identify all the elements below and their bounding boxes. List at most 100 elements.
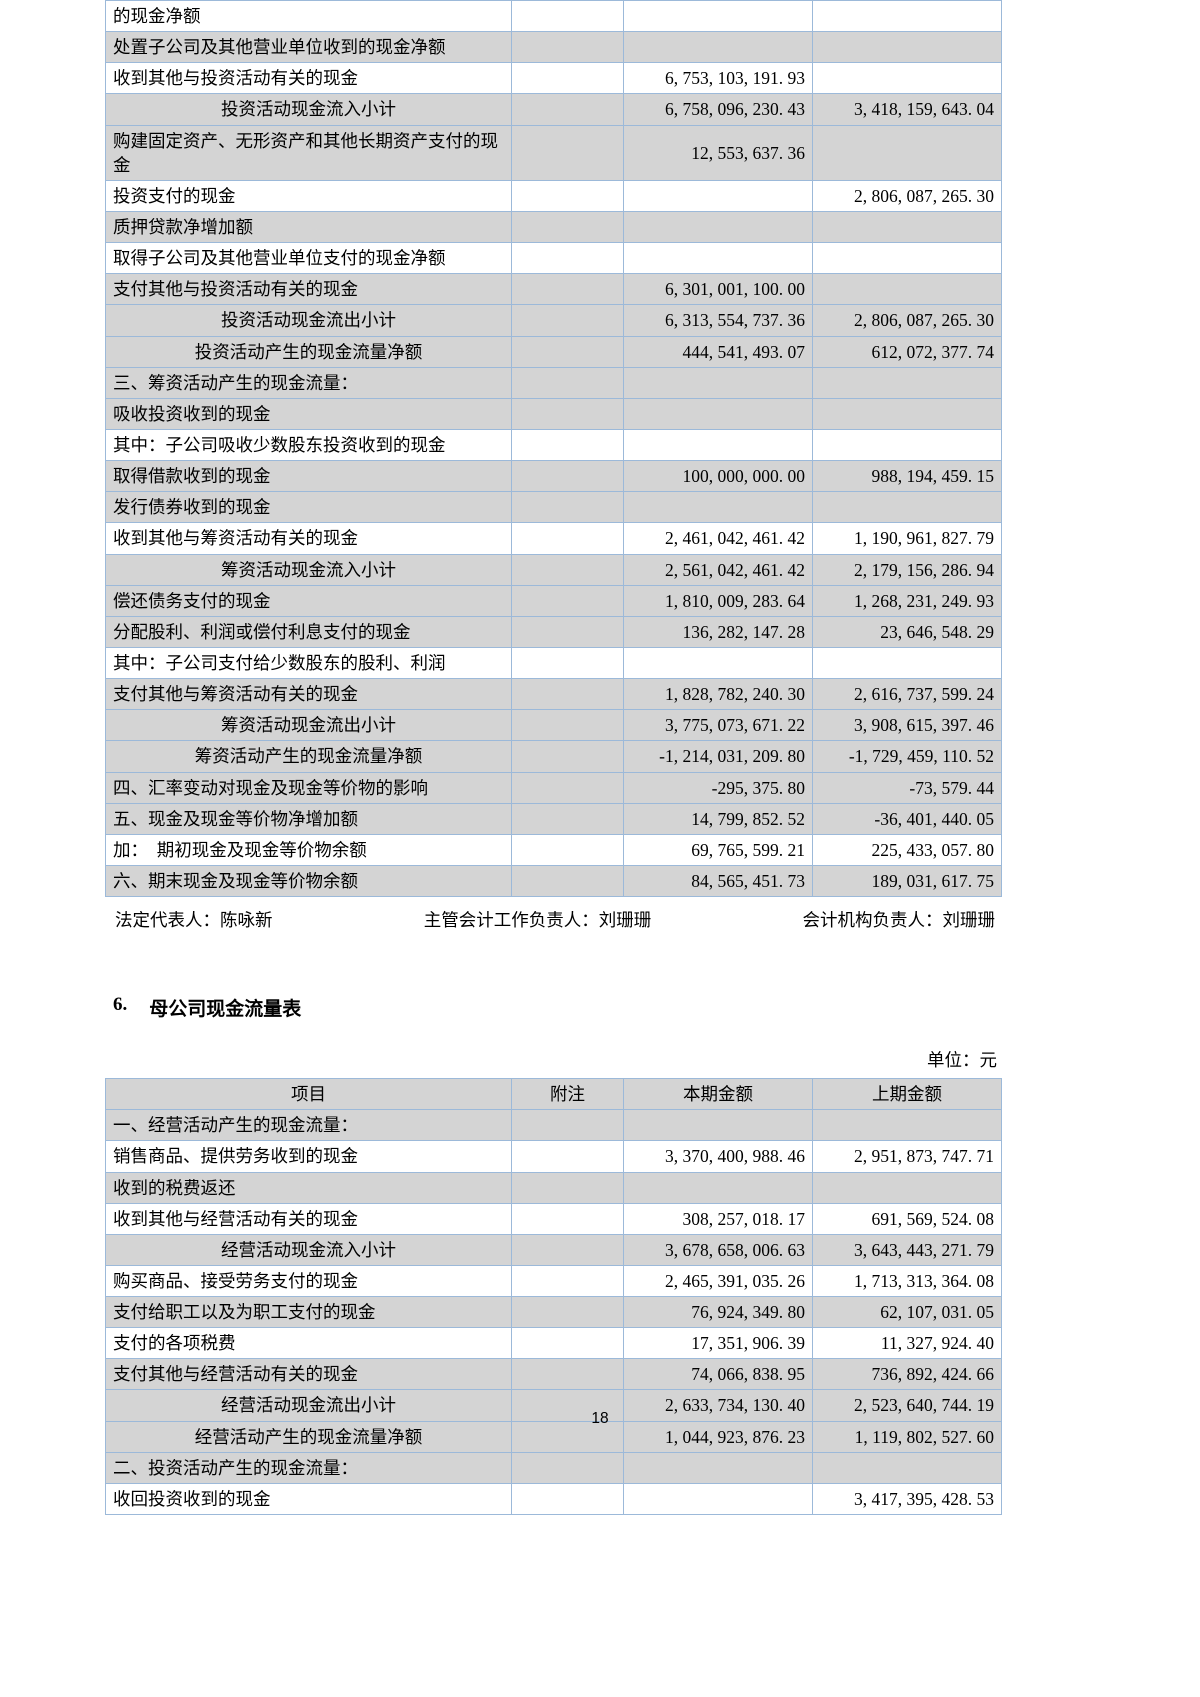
row-item-label: 投资活动产生的现金流量净额 bbox=[105, 335, 512, 368]
row-current-amount bbox=[623, 1482, 813, 1516]
row-note-cell bbox=[511, 678, 624, 711]
legal-representative: 法定代表人：陈咏新 bbox=[115, 910, 273, 931]
column-header-item: 项目 bbox=[105, 1078, 512, 1111]
row-current-amount: 3, 370, 400, 988. 46 bbox=[623, 1140, 813, 1173]
table-row: 筹资活动产生的现金流量净额 -1, 214, 031, 209. 80 -1, 72… bbox=[105, 740, 1002, 773]
row-note-cell bbox=[511, 1264, 624, 1298]
row-item-label: 购买商品、接受劳务支付的现金 bbox=[105, 1264, 512, 1298]
row-item-label: 支付给职工以及为职工支付的现金 bbox=[105, 1296, 512, 1329]
row-previous-amount: 2, 179, 156, 286. 94 bbox=[812, 553, 1002, 586]
row-note-cell bbox=[511, 709, 624, 742]
row-item-label: 筹资活动产生的现金流量净额 bbox=[105, 740, 512, 773]
row-item-label: 三、筹资活动产生的现金流量： bbox=[105, 366, 512, 399]
row-note-cell bbox=[511, 646, 624, 680]
table-row: 收到其他与筹资活动有关的现金 2, 461, 042, 461. 42 1, 190… bbox=[105, 522, 1002, 555]
row-item-label: 收到其他与筹资活动有关的现金 bbox=[105, 522, 512, 555]
row-previous-amount: 23, 646, 548. 29 bbox=[812, 615, 1002, 648]
row-previous-amount: 2, 806, 087, 265. 30 bbox=[812, 179, 1002, 212]
row-item-label: 支付其他与投资活动有关的现金 bbox=[105, 273, 512, 306]
row-current-amount: 2, 633, 734, 130. 40 bbox=[623, 1389, 813, 1422]
row-current-amount bbox=[623, 1109, 813, 1142]
row-current-amount bbox=[623, 491, 813, 524]
row-item-label: 经营活动产生的现金流量净额 bbox=[105, 1420, 512, 1453]
row-note-cell bbox=[511, 1171, 624, 1204]
row-note-cell bbox=[511, 771, 624, 804]
row-note-cell bbox=[511, 864, 624, 898]
row-previous-amount: 189, 031, 617. 75 bbox=[812, 864, 1002, 898]
table-row: 三、筹资活动产生的现金流量： bbox=[105, 366, 1002, 399]
row-current-amount bbox=[623, 242, 813, 275]
row-previous-amount: -73, 579. 44 bbox=[812, 771, 1002, 804]
accounting-institution-officer: 会计机构负责人：刘珊珊 bbox=[802, 910, 996, 931]
row-previous-amount bbox=[812, 428, 1002, 462]
row-current-amount bbox=[623, 397, 813, 430]
parent-company-cashflow-table: 项目 附注 本期金额 上期金额 一、经营活动产生的现金流量： 销售商品、提供劳务收到的现… bbox=[105, 1078, 1002, 1516]
table-row: 取得子公司及其他营业单位支付的现金净额 bbox=[105, 242, 1002, 275]
row-note-cell bbox=[511, 397, 624, 430]
row-current-amount: 6, 313, 554, 737. 36 bbox=[623, 304, 813, 337]
section-number: 6. bbox=[113, 994, 128, 1016]
row-previous-amount bbox=[812, 491, 1002, 524]
table-row: 投资活动现金流入小计 6, 758, 096, 230. 43 3, 418, 15… bbox=[105, 93, 1002, 126]
table-continued-body: 的现金净额 处置子公司及其他营业单位收到的现金净额 收到其他与投资活动有关的现金 6,… bbox=[105, 0, 1002, 898]
row-note-cell bbox=[511, 460, 624, 493]
row-current-amount: 69, 765, 599. 21 bbox=[623, 833, 813, 866]
row-item-label: 收到其他与投资活动有关的现金 bbox=[105, 62, 512, 95]
row-previous-amount: 3, 417, 395, 428. 53 bbox=[812, 1482, 1002, 1516]
table-row: 取得借款收到的现金 100, 000, 000. 00 988, 194, 459.… bbox=[105, 460, 1002, 493]
table-row: 经营活动产生的现金流量净额 1, 044, 923, 876. 23 1, 119,… bbox=[105, 1420, 1002, 1453]
table-row: 偿还债务支付的现金 1, 810, 009, 283. 64 1, 268, 231… bbox=[105, 584, 1002, 617]
row-note-cell bbox=[511, 1233, 624, 1266]
row-note-cell bbox=[511, 615, 624, 648]
row-item-label: 投资活动现金流入小计 bbox=[105, 93, 512, 126]
table-row: 投资支付的现金 2, 806, 087, 265. 30 bbox=[105, 179, 1002, 212]
row-item-label: 偿还债务支付的现金 bbox=[105, 584, 512, 617]
table-row: 经营活动现金流出小计 2, 633, 734, 130. 40 2, 523, 64… bbox=[105, 1389, 1002, 1422]
table-row: 分配股利、利润或偿付利息支付的现金 136, 282, 147. 28 23, 64… bbox=[105, 615, 1002, 648]
row-previous-amount: 11, 327, 924. 40 bbox=[812, 1327, 1002, 1360]
row-current-amount: 2, 561, 042, 461. 42 bbox=[623, 553, 813, 586]
row-previous-amount: 2, 523, 640, 744. 19 bbox=[812, 1389, 1002, 1422]
table-row: 支付给职工以及为职工支付的现金 76, 924, 349. 80 62, 107, … bbox=[105, 1296, 1002, 1329]
row-current-amount bbox=[623, 1171, 813, 1204]
column-header-current: 本期金额 bbox=[623, 1078, 813, 1111]
row-current-amount bbox=[623, 366, 813, 399]
page-number: 18 bbox=[591, 1410, 609, 1427]
table-row: 支付其他与经营活动有关的现金 74, 066, 838. 95 736, 892, … bbox=[105, 1358, 1002, 1391]
row-item-label: 销售商品、提供劳务收到的现金 bbox=[105, 1140, 512, 1173]
row-note-cell bbox=[511, 584, 624, 617]
row-previous-amount: 736, 892, 424. 66 bbox=[812, 1358, 1002, 1391]
table-row: 吸收投资收到的现金 bbox=[105, 397, 1002, 430]
row-current-amount: 136, 282, 147. 28 bbox=[623, 615, 813, 648]
table-row: 收回投资收到的现金 3, 417, 395, 428. 53 bbox=[105, 1482, 1002, 1516]
section-title: 母公司现金流量表 bbox=[149, 999, 302, 1021]
row-item-label: 的现金净额 bbox=[105, 0, 512, 33]
table-row: 投资活动现金流出小计 6, 313, 554, 737. 36 2, 806, 08… bbox=[105, 304, 1002, 337]
row-current-amount bbox=[623, 428, 813, 462]
row-current-amount bbox=[623, 646, 813, 680]
row-previous-amount bbox=[812, 1451, 1002, 1484]
row-previous-amount: 1, 713, 313, 364. 08 bbox=[812, 1264, 1002, 1298]
row-note-cell bbox=[511, 31, 624, 64]
row-previous-amount: 62, 107, 031. 05 bbox=[812, 1296, 1002, 1329]
consolidated-cashflow-table-continued: 的现金净额 处置子公司及其他营业单位收到的现金净额 收到其他与投资活动有关的现金 6,… bbox=[105, 0, 1002, 898]
column-header-note: 附注 bbox=[511, 1078, 624, 1111]
table-row: 四、汇率变动对现金及现金等价物的影响 -295, 375. 80 -73, 579.… bbox=[105, 771, 1002, 804]
table-row: 支付其他与投资活动有关的现金 6, 301, 001, 100. 00 bbox=[105, 273, 1002, 306]
content-sheet: 的现金净额 处置子公司及其他营业单位收到的现金净额 收到其他与投资活动有关的现金 6,… bbox=[105, 0, 1002, 1516]
row-item-label: 二、投资活动产生的现金流量： bbox=[105, 1451, 512, 1484]
table-row: 筹资活动现金流入小计 2, 561, 042, 461. 42 2, 179, 15… bbox=[105, 553, 1002, 586]
row-item-label: 其中：子公司支付给少数股东的股利、利润 bbox=[105, 646, 512, 680]
parent-table-body: 一、经营活动产生的现金流量： 销售商品、提供劳务收到的现金 3, 370, 400,… bbox=[105, 1109, 1002, 1516]
row-item-label: 分配股利、利润或偿付利息支付的现金 bbox=[105, 615, 512, 648]
row-previous-amount bbox=[812, 31, 1002, 64]
table-row: 筹资活动现金流出小计 3, 775, 073, 671. 22 3, 908, 61… bbox=[105, 709, 1002, 742]
row-item-label: 筹资活动现金流出小计 bbox=[105, 709, 512, 742]
row-previous-amount bbox=[812, 397, 1002, 430]
row-item-label: 取得子公司及其他营业单位支付的现金净额 bbox=[105, 242, 512, 275]
row-previous-amount: 1, 268, 231, 249. 93 bbox=[812, 584, 1002, 617]
row-item-label: 收到的税费返还 bbox=[105, 1171, 512, 1204]
table-row: 支付其他与筹资活动有关的现金 1, 828, 782, 240. 30 2, 616… bbox=[105, 678, 1002, 711]
row-note-cell bbox=[511, 0, 624, 33]
table-row: 发行债券收到的现金 bbox=[105, 491, 1002, 524]
